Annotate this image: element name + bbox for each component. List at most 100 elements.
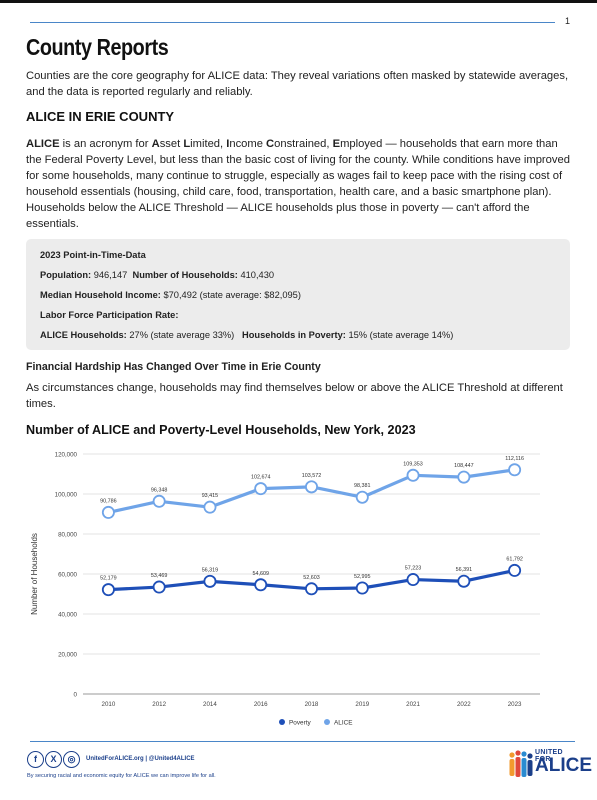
alice-point — [203, 500, 217, 514]
alice-data-label: 90,786 — [100, 498, 117, 504]
social-icons: f X ◎ — [27, 751, 80, 768]
alice-data-label: 103,572 — [302, 473, 322, 479]
income-label: Median Household Income: — [40, 290, 161, 300]
poverty-point — [101, 583, 115, 597]
alice-data-label: 112,116 — [505, 456, 524, 462]
poverty-data-label: 52,179 — [100, 576, 117, 582]
poverty-point — [457, 574, 471, 588]
poverty-data-label: 52,995 — [354, 574, 371, 580]
letter-l: L — [183, 138, 191, 150]
legend-marker — [324, 719, 330, 725]
x-tick-label: 2022 — [457, 701, 471, 708]
poverty-data-label: 52,603 — [303, 575, 320, 581]
footer-rule — [30, 741, 575, 742]
poverty-data-label: 53,469 — [151, 573, 168, 579]
alice-households-label: ALICE Households: — [40, 330, 127, 340]
page-number: 1 — [565, 16, 571, 26]
x-tick-label: 2010 — [102, 701, 116, 708]
legend-label: Poverty — [289, 720, 311, 727]
alice-point — [304, 480, 318, 494]
people-logo-icon — [509, 750, 533, 777]
poverty-point — [304, 582, 318, 596]
definition-text: sset — [159, 138, 184, 150]
alice-data-label: 93,415 — [202, 493, 219, 499]
alice-point — [101, 505, 115, 519]
alice-point — [152, 494, 166, 508]
y-tick-label: 0 — [74, 692, 78, 699]
hardship-paragraph: As circumstances change, households may … — [26, 382, 563, 410]
alice-data-label: 96,348 — [151, 487, 168, 493]
section-heading: ALICE IN ERIE COUNTY — [26, 109, 175, 124]
poverty-data-label: 54,609 — [252, 571, 269, 577]
alice-point — [457, 470, 471, 484]
alice-point — [355, 490, 369, 504]
y-tick-label: 40,000 — [58, 612, 77, 619]
legend-marker — [279, 719, 285, 725]
poverty-point — [508, 563, 522, 577]
top-border — [0, 0, 597, 3]
population-value: 946,147 — [91, 270, 128, 280]
hardship-heading: Financial Hardship Has Changed Over Time… — [26, 361, 321, 373]
poverty-households-label: Households in Poverty: — [242, 330, 346, 340]
poverty-point — [152, 580, 166, 594]
poverty-data-label: 61,792 — [506, 556, 522, 562]
y-tick-label: 60,000 — [58, 572, 77, 579]
header-rule — [30, 22, 555, 23]
footer-handle: UnitedForALICE.org | @United4ALICE — [86, 756, 195, 762]
y-axis-label: Number of Households — [30, 533, 39, 615]
alice-word: ALICE — [26, 138, 60, 150]
y-tick-label: 100,000 — [55, 492, 78, 499]
households-value: 410,430 — [237, 270, 275, 280]
letter-a: A — [151, 138, 160, 150]
alice-point — [406, 468, 420, 482]
population-label: Population: — [40, 270, 92, 280]
income-value: $70,492 (state average: $82,095) — [160, 290, 301, 300]
y-tick-label: 80,000 — [58, 532, 77, 539]
line-chart: 0 20,000 40,000 60,000 80,000 100,000 120,000 2… — [30, 452, 540, 727]
poverty-data-label: 56,319 — [202, 567, 219, 573]
page-title: County Reports — [26, 34, 169, 60]
alice-data-label: 108,447 — [454, 463, 474, 469]
x-icon[interactable]: X — [45, 751, 62, 768]
households-share-row: ALICE Households: 27% (state average 33%… — [40, 328, 556, 348]
alice-definition: ALICE is an acronym for Asset Limited, I… — [26, 136, 574, 232]
poverty-data-label: 56,391 — [456, 567, 473, 573]
alice-data-label: 98,381 — [354, 483, 371, 489]
logo-text-line1: UNITED FOR — [535, 749, 563, 763]
alice-point — [254, 482, 268, 496]
definition-text: is an acronym for — [59, 138, 152, 150]
logo-text-line2: ALICE — [535, 755, 592, 776]
facebook-icon[interactable]: f — [27, 751, 44, 768]
instagram-icon[interactable]: ◎ — [63, 751, 80, 768]
population-row: Population: 946,147 Number of Households… — [40, 268, 556, 288]
y-tick-label: 120,000 — [55, 452, 78, 459]
y-tick-label: 20,000 — [58, 652, 77, 659]
poverty-data-label: 57,223 — [405, 566, 422, 572]
x-tick-label: 2016 — [254, 701, 268, 708]
poverty-point — [406, 573, 420, 587]
poverty-point — [254, 578, 268, 592]
poverty-point — [355, 581, 369, 595]
x-tick-label: 2014 — [203, 701, 217, 708]
footer-tagline: By securing racial and economic equity f… — [27, 773, 216, 779]
alice-households-value: 27% (state average 33%) — [126, 330, 235, 340]
box-heading: 2023 Point-in-Time-Data — [40, 250, 146, 260]
x-tick-label: 2012 — [152, 701, 166, 708]
box-heading-row: 2023 Point-in-Time-Data — [40, 248, 556, 268]
letter-i: I — [226, 138, 230, 150]
poverty-households-value: 15% (state average 14%) — [345, 330, 454, 340]
definition-text: mployed — households that earn more than… — [26, 138, 570, 230]
united-for-alice-logo: UNITED FOR ALICE — [508, 745, 592, 781]
x-tick-label: 2021 — [406, 701, 420, 708]
x-tick-label: 2023 — [508, 701, 522, 708]
labor-label: Labor Force Participation Rate: — [40, 310, 179, 320]
definition-text: onstrained, — [274, 138, 333, 150]
legend-label: ALICE — [334, 720, 352, 727]
intro-paragraph: Counties are the core geography for ALIC… — [26, 70, 569, 98]
definition-text: ncome — [229, 138, 267, 150]
households-label: Number of Households: — [132, 270, 238, 280]
alice-point — [508, 463, 522, 477]
alice-data-label: 102,674 — [251, 475, 271, 481]
labor-row: Labor Force Participation Rate: — [40, 308, 556, 328]
chart-title: Number of ALICE and Poverty-Level Househ… — [26, 423, 416, 437]
